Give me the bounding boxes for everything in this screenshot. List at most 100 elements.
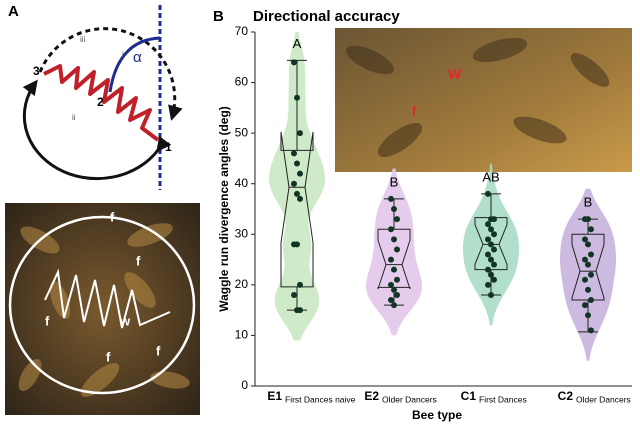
diagram-label: 3 — [33, 64, 40, 78]
data-point — [388, 226, 394, 233]
data-point — [588, 327, 594, 334]
data-point — [582, 236, 588, 243]
data-point — [485, 236, 491, 243]
y-tick-label: 50 — [235, 125, 249, 139]
return-arc-dashed — [38, 27, 183, 121]
data-point — [588, 226, 594, 233]
violin — [366, 168, 422, 336]
panel-label: A — [8, 3, 19, 20]
data-point — [391, 302, 397, 309]
data-point — [585, 261, 591, 268]
angle-arc — [108, 36, 161, 93]
diagram-label: iii — [80, 35, 86, 44]
photo-label: f — [106, 349, 111, 364]
diagram-label: 1 — [165, 140, 172, 154]
photo-label: W — [448, 66, 462, 82]
data-point — [491, 246, 497, 253]
data-point — [291, 180, 297, 187]
data-point — [291, 150, 297, 157]
data-point — [485, 281, 491, 288]
group-letter: B — [584, 195, 593, 210]
data-point — [488, 256, 494, 263]
data-point — [488, 271, 494, 278]
data-point — [297, 195, 303, 202]
y-tick-label: 20 — [235, 277, 249, 291]
data-point — [294, 94, 300, 101]
data-point — [388, 256, 394, 263]
return-circle — [8, 215, 196, 395]
diagram-label: 2 — [97, 95, 104, 109]
y-tick-label: 60 — [235, 75, 249, 89]
data-point — [582, 276, 588, 283]
data-point — [582, 302, 588, 309]
diagram-label: α — [133, 49, 142, 66]
data-point — [588, 251, 594, 258]
data-point — [297, 307, 303, 314]
data-point — [588, 271, 594, 278]
box — [280, 131, 314, 288]
return-arc-solid — [22, 79, 172, 181]
data-point — [297, 281, 303, 288]
photo-label: f — [136, 253, 141, 268]
photo-label: f — [45, 313, 50, 328]
data-point — [488, 241, 494, 248]
data-point — [485, 221, 491, 228]
x-tick-sublabel: Older Dancers — [576, 394, 631, 404]
data-point — [585, 241, 591, 248]
diagram-label: ii — [72, 113, 76, 122]
data-point — [388, 297, 394, 304]
data-point — [388, 195, 394, 202]
waggle-overlay — [44, 268, 171, 329]
x-tick-sublabel: First Dances naive — [285, 394, 356, 404]
box — [571, 233, 605, 301]
data-point — [394, 216, 400, 223]
data-point — [491, 276, 497, 283]
data-point — [585, 216, 591, 223]
data-point — [297, 170, 303, 177]
y-axis-title: Waggle run divergence angles (deg) — [217, 106, 231, 312]
x-axis-title: Bee type — [412, 408, 462, 422]
data-point — [394, 246, 400, 253]
x-tick-label: C1 — [461, 389, 477, 403]
data-point — [585, 286, 591, 293]
data-point — [391, 266, 397, 273]
group-letter: AB — [482, 169, 499, 184]
x-tick-label: E1 — [267, 389, 282, 403]
chart-title: Directional accuracy — [253, 8, 400, 25]
group-letter: B — [390, 174, 399, 189]
data-point — [394, 276, 400, 283]
panel-label: B — [213, 8, 224, 25]
violin — [269, 32, 325, 341]
data-point — [294, 160, 300, 167]
data-point — [491, 231, 497, 238]
photo-label: f — [110, 209, 115, 224]
data-point — [582, 256, 588, 263]
x-tick-label: C2 — [558, 389, 574, 403]
y-tick-label: 10 — [235, 328, 249, 342]
data-point — [485, 266, 491, 273]
group-letter: A — [293, 36, 302, 51]
data-point — [391, 236, 397, 243]
box — [474, 217, 508, 271]
data-point — [388, 281, 394, 288]
box — [377, 228, 411, 290]
data-point — [485, 251, 491, 258]
data-point — [585, 312, 591, 319]
hive-texture — [346, 37, 610, 158]
data-point — [391, 206, 397, 212]
x-tick-sublabel: First Dances — [479, 394, 527, 404]
data-point — [291, 291, 297, 298]
data-point — [294, 190, 300, 197]
data-point — [488, 291, 494, 298]
data-point — [291, 59, 297, 66]
photo-label: f — [412, 103, 417, 118]
data-point — [297, 130, 303, 137]
photo-label: f — [156, 343, 161, 358]
y-tick-label: 70 — [235, 24, 249, 38]
y-tick-label: 40 — [235, 176, 249, 190]
data-point — [488, 226, 494, 233]
data-point — [394, 291, 400, 298]
waggle-path — [43, 64, 160, 142]
x-tick-label: E2 — [364, 389, 379, 403]
